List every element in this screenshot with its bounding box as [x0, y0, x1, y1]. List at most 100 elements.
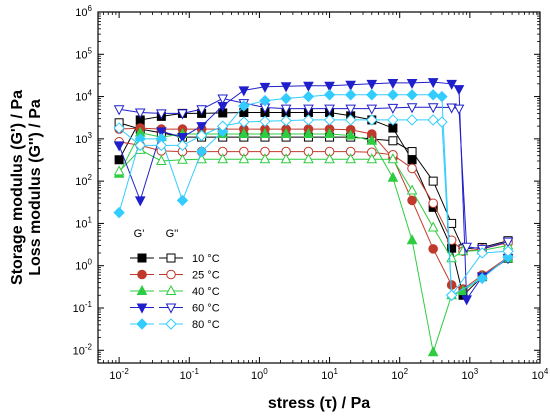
y-tick-label: 101 [75, 215, 92, 230]
data-point [217, 153, 229, 164]
data-point [387, 89, 399, 101]
data-point [324, 104, 335, 115]
data-point [156, 154, 167, 165]
x-tick-label: 104 [532, 367, 549, 382]
data-point [344, 89, 357, 101]
legend-row: 80 °C [130, 318, 220, 331]
data-point [113, 141, 125, 152]
data-point [259, 94, 271, 107]
data-point [407, 195, 417, 206]
data-point [156, 127, 167, 138]
data-point [406, 114, 418, 126]
legend-label: 80 °C [192, 319, 220, 331]
data-point [259, 153, 271, 164]
data-point [114, 155, 124, 165]
series-80c-loss [113, 114, 514, 301]
legend-marker-storage [137, 253, 147, 263]
series-line [118, 149, 509, 259]
legend-row: 25 °C [130, 270, 220, 282]
series-60c-storage [113, 78, 514, 306]
data-point [280, 114, 292, 127]
y-tick-label: 105 [75, 46, 92, 61]
data-point [280, 104, 292, 115]
x-tick-label: 100 [251, 367, 268, 382]
data-point [217, 94, 229, 105]
data-point [196, 122, 207, 133]
data-point [113, 165, 125, 176]
data-point [407, 155, 417, 165]
data-point [238, 100, 250, 112]
y-tick-label: 10-2 [73, 342, 93, 357]
legend-label: 60 °C [192, 303, 220, 315]
data-point [195, 129, 208, 142]
data-point [345, 129, 357, 140]
data-point [406, 103, 418, 114]
data-point [280, 153, 292, 164]
legend-label: 40 °C [192, 286, 220, 298]
data-point [323, 89, 336, 101]
legend-row: 10 °C [130, 253, 220, 265]
data-point [387, 103, 399, 114]
data-point [406, 234, 418, 245]
data-point [427, 114, 439, 126]
data-point [176, 139, 189, 152]
data-point [259, 115, 271, 128]
y-axis-title-loss: Loss modulus (G'') / Pa [27, 99, 44, 276]
legend-marker-storage [136, 318, 148, 330]
data-point [324, 153, 335, 164]
data-point [406, 78, 418, 90]
data-point [427, 346, 439, 357]
x-tick-label: 103 [462, 367, 479, 382]
data-point [177, 133, 188, 144]
data-point [388, 136, 398, 146]
series-line [118, 119, 509, 297]
data-point [324, 127, 335, 139]
legend-header-storage: G' [134, 228, 145, 240]
data-point [303, 81, 314, 92]
y-tick-label: 104 [75, 89, 92, 104]
y-axis-title-storage: Storage modulus (G') / Pa [9, 90, 26, 285]
data-point [345, 80, 357, 91]
legend-marker-loss [165, 303, 177, 314]
data-point [406, 184, 418, 195]
data-point [387, 153, 399, 164]
y-tick-label: 10-1 [73, 300, 93, 315]
data-point [407, 163, 417, 174]
data-point [259, 127, 271, 139]
data-point [259, 82, 271, 93]
data-point [323, 114, 336, 126]
data-point [366, 104, 378, 115]
x-tick-label: 10-2 [109, 367, 129, 382]
data-point [113, 206, 125, 219]
data-point [280, 127, 292, 139]
data-point [345, 153, 357, 164]
data-point [436, 116, 448, 128]
data-point [476, 247, 488, 259]
data-point [195, 145, 208, 158]
data-point [406, 89, 418, 101]
x-axis-title: stress (τ) / Pa [268, 395, 370, 412]
series-40c-loss [113, 143, 514, 263]
data-point [453, 104, 465, 115]
series-layer [113, 78, 514, 357]
x-tick-label: 101 [321, 367, 338, 382]
data-point [366, 89, 378, 101]
data-point [428, 198, 438, 209]
data-point [366, 153, 378, 164]
data-point [303, 104, 314, 115]
legend-header-loss: G'' [166, 228, 179, 240]
data-point [113, 122, 125, 134]
y-tick-label: 103 [75, 131, 92, 146]
plot-area [97, 11, 541, 364]
data-point [302, 114, 315, 126]
x-tick-label: 102 [391, 367, 408, 382]
data-point [502, 245, 514, 257]
data-point [155, 139, 168, 152]
data-point [446, 103, 457, 114]
data-point [502, 237, 514, 248]
data-point [280, 92, 292, 105]
data-point [134, 139, 146, 152]
data-point [427, 221, 439, 232]
data-point [238, 116, 250, 128]
